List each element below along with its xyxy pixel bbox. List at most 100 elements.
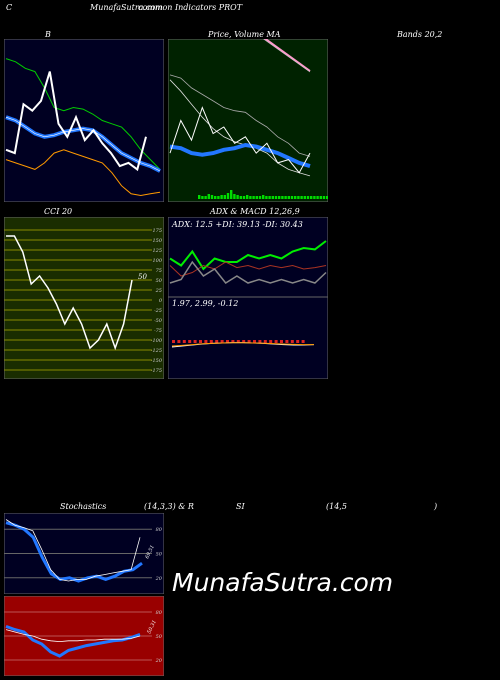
- pm-volume-bar: [255, 196, 258, 199]
- pm-volume-bar: [268, 196, 271, 199]
- cci-bg: [4, 217, 164, 379]
- cci-tick-label: 50: [156, 278, 163, 284]
- adx-label: ADX & MACD 12,26,9: [210, 207, 300, 216]
- pm-volume-bar: [322, 196, 326, 199]
- pm-pink-ma: [263, 39, 311, 72]
- cci-tick-label: -50: [154, 318, 163, 324]
- pm-volume-bar: [201, 196, 204, 199]
- stoch-chart: 80 50 20 69.51: [4, 513, 164, 594]
- pm-price-line: [169, 106, 311, 174]
- macd-histogram-bar: [253, 340, 256, 343]
- macd-histogram-bar: [220, 340, 224, 343]
- pm-volume-bar: [246, 195, 249, 199]
- cci-tick-label: -75: [154, 328, 162, 334]
- rsi-tick-label: 50: [156, 634, 163, 640]
- pm-volume-bar: [303, 196, 306, 199]
- stoch-value-label: 69.51: [144, 544, 155, 560]
- pm-volume-bar: [217, 196, 220, 199]
- stoch-k-line: [5, 521, 143, 583]
- macd-histogram-bar: [226, 340, 229, 343]
- pm-volume-bar: [198, 195, 201, 199]
- pm-volume-bar: [316, 196, 319, 199]
- rsi-chart: 80 50 20 50.31: [4, 596, 164, 676]
- stoch-d-line: [5, 519, 141, 582]
- cci-tick-label: 0: [159, 298, 163, 304]
- rsi-params-close: ): [434, 502, 438, 511]
- macd-histogram-bar: [193, 340, 197, 343]
- macd-histogram-bar: [258, 340, 262, 343]
- cci-tick-label: -150: [151, 358, 163, 364]
- cci-label: CCI 20: [44, 207, 73, 216]
- pm-volume-bar: [262, 195, 265, 199]
- pm-volume-bar: [207, 194, 210, 199]
- bb-price-line: [5, 71, 147, 172]
- pm-volume-bar: [274, 196, 278, 199]
- pm-volume-bar: [306, 196, 310, 199]
- pm-volume-bar: [233, 194, 236, 199]
- rsi-signal-line: [5, 629, 141, 643]
- pm-volume-bar: [297, 196, 300, 199]
- bollinger-label-right: Bands 20,2: [397, 30, 443, 39]
- pm-volume-bar: [313, 196, 316, 199]
- pm-volume-bar: [226, 193, 230, 199]
- price-ma-label: Price, Volume MA: [208, 30, 281, 39]
- macd-histogram-bar: [215, 340, 219, 343]
- macd-signal-line: [171, 342, 314, 347]
- pm-volume-bar: [258, 196, 262, 199]
- adx-plus-di: [169, 240, 327, 271]
- cci-tick-label: 150: [152, 238, 162, 244]
- bb-middle-core: [5, 116, 161, 172]
- pm-volume-bar: [310, 196, 313, 199]
- stoch-label: Stochastics: [60, 502, 107, 511]
- pm-volume-bar: [319, 196, 322, 199]
- rsi-line: [5, 624, 141, 658]
- pm-ma-mid: [169, 74, 311, 157]
- macd-histogram-bar: [231, 340, 235, 343]
- macd-histogram-bar: [204, 340, 208, 343]
- cci-chart: 175 150 125 100 75 50 25 0 -25 -50 -75 -100 -125 -150…: [4, 217, 164, 379]
- macd-histogram-bar: [263, 340, 267, 343]
- pm-volume-bar: [271, 196, 274, 199]
- adx-chart: [168, 217, 328, 297]
- adx-minus-di: [169, 261, 327, 277]
- macd-histogram-bar: [182, 340, 186, 343]
- price-ma-chart: [168, 39, 328, 202]
- price-ma-bg: [168, 39, 328, 202]
- macd-histogram-bar: [290, 340, 294, 343]
- stoch-params: (14,3,3) & R: [144, 502, 194, 511]
- pm-volume-bar: [278, 196, 281, 199]
- pm-volume-bar: [223, 195, 226, 199]
- macd-histogram-bar: [209, 340, 213, 343]
- rsi-params: (14,5: [326, 502, 347, 511]
- cci-tick-label: 125: [152, 248, 162, 254]
- pm-volume-bar: [210, 195, 214, 199]
- adx-readout: ADX: 12.5 +DI: 39.13 -DI: 30.43: [172, 220, 303, 229]
- macd-histogram-bar: [285, 340, 289, 343]
- macd-histogram-bar: [269, 340, 273, 343]
- cci-line: [6, 235, 133, 351]
- pm-volume-bar: [230, 190, 233, 199]
- header-subtitle: common Indicators PROT: [138, 3, 243, 12]
- pm-volume-bar: [242, 196, 246, 199]
- pm-volume-bar: [284, 196, 287, 199]
- macd-chart: [168, 297, 328, 379]
- bb-upper-line: [5, 58, 161, 170]
- header-title: MunafaSutra.com: [90, 3, 163, 12]
- macd-histogram-bar: [188, 340, 192, 343]
- rsi-tick-label: 20: [155, 658, 163, 664]
- bollinger-label: B: [45, 30, 51, 39]
- pm-volume-bar: [204, 196, 207, 199]
- pm-ma-long: [169, 79, 311, 177]
- bollinger-bg: [4, 39, 164, 202]
- adx-line: [169, 260, 327, 284]
- macd-histogram-bar: [199, 340, 202, 343]
- macd-histogram-bar: [296, 340, 300, 343]
- macd-readout: 1.97, 2.99, -0.12: [172, 299, 239, 308]
- macd-histogram-bar: [177, 340, 181, 343]
- pm-volume-bar: [281, 196, 284, 199]
- pm-volume-bar: [214, 196, 217, 199]
- macd-histogram-bar: [172, 340, 175, 343]
- cci-current-value: 50: [138, 273, 147, 281]
- rsi-label: SI: [236, 502, 245, 511]
- cci-tick-label: -100: [151, 338, 163, 344]
